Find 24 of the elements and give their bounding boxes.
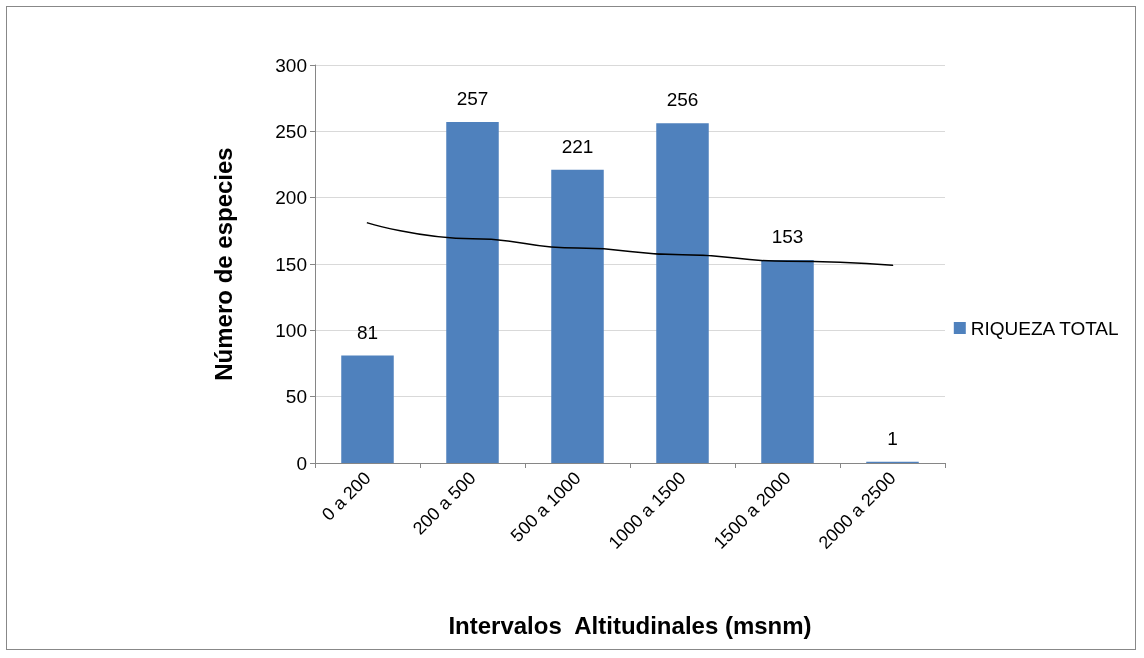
y-tick-label: 200 bbox=[275, 187, 307, 209]
bar bbox=[551, 169, 604, 463]
bar bbox=[446, 122, 499, 463]
bar bbox=[656, 123, 709, 463]
data-label: 1 bbox=[887, 427, 898, 449]
y-tick-label: 150 bbox=[275, 253, 307, 275]
y-tick-label: 250 bbox=[275, 120, 307, 142]
data-label: 257 bbox=[456, 88, 489, 110]
data-label: 221 bbox=[561, 135, 594, 157]
data-label: 81 bbox=[356, 321, 379, 343]
x-tick-label: 200 a 500 bbox=[408, 467, 480, 539]
data-label: 153 bbox=[771, 226, 804, 248]
y-axis-title: Número de especies bbox=[209, 147, 237, 381]
legend-label: RIQUEZA TOTAL bbox=[970, 317, 1119, 339]
bar bbox=[341, 355, 394, 463]
y-tick-label: 300 bbox=[275, 54, 307, 76]
y-tick-label: 50 bbox=[285, 386, 307, 408]
x-axis-title: Intervalos Altitudinales (msnm) bbox=[448, 611, 812, 639]
x-tick-label: 0 a 200 bbox=[317, 467, 375, 525]
y-tick-label: 100 bbox=[275, 319, 307, 341]
data-label: 256 bbox=[666, 89, 699, 111]
y-tick-label: 0 bbox=[296, 452, 307, 474]
bar bbox=[761, 260, 814, 463]
line-series bbox=[366, 222, 894, 267]
